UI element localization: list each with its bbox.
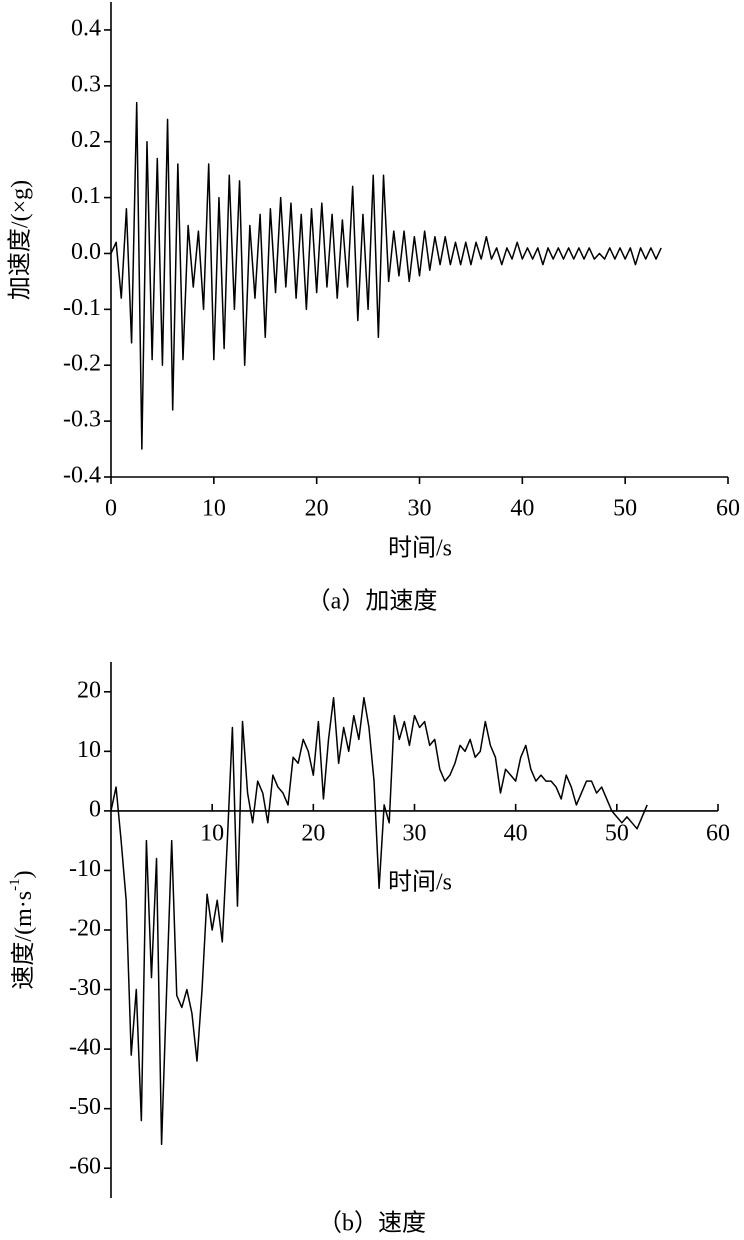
x-tick-label: 60 [706,820,730,846]
y-axis-label: 加速度/(×g) [7,180,34,300]
x-tick-label: 60 [716,496,740,522]
y-tick-label: -40 [69,1035,101,1061]
caption: （a）加速度 [307,588,438,615]
data-line [110,696,648,1146]
y-tick-label: 0.1 [71,183,101,209]
y-tick-label: 0.2 [71,127,101,153]
x-axis-label: 时间/s [388,535,452,562]
y-axis-label-text: 速度/(m·s [10,891,37,990]
x-tick-label: 30 [408,496,432,522]
y-axis-label: 速度/(m·s-1) [7,870,36,989]
data-line [110,101,662,450]
y-tick-label: -0.1 [63,295,101,321]
x-tick-label: 20 [305,496,329,522]
y-tick-label: 20 [77,677,101,703]
y-tick-label: -10 [69,856,101,882]
x-axis-label: 时间/s [388,869,452,896]
y-axis-label-sup: -1 [7,878,23,891]
x-tick-label: 50 [605,820,629,846]
y-tick-label: -30 [69,975,101,1001]
y-tick-label: 0.3 [71,71,101,97]
y-tick-label: 0.0 [71,239,101,265]
x-tick-label: 50 [613,496,637,522]
x-tick-label: 10 [202,496,226,522]
x-tick-label: 20 [301,820,325,846]
y-tick-label: 10 [77,737,101,763]
y-tick-label: -0.3 [63,407,101,433]
x-tick-label: 30 [403,820,427,846]
caption: （b）速度 [318,1210,426,1237]
x-tick-label: 40 [510,496,534,522]
y-tick-label: -0.4 [63,463,101,489]
y-tick-label: -0.2 [63,351,101,377]
y-tick-label: -20 [69,916,101,942]
y-tick-label: 0 [89,796,101,822]
y-axis-label-suffix: ) [11,870,37,878]
y-tick-label: 0.4 [71,15,101,41]
x-tick-label: 10 [200,820,224,846]
y-tick-label: -50 [69,1094,101,1120]
x-tick-label: 40 [504,820,528,846]
x-tick-label: 0 [105,496,117,522]
y-tick-label: -60 [69,1154,101,1180]
